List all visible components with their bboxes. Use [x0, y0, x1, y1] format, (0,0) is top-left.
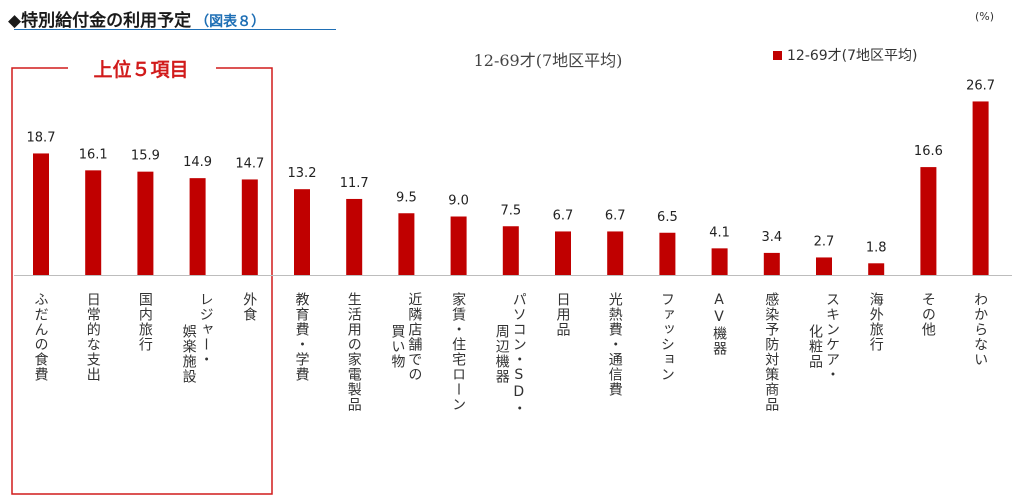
category-label: 周辺機器	[493, 324, 510, 384]
bar	[33, 153, 49, 275]
data-label: 26.7	[966, 78, 995, 93]
category-label: 光熱費・通信費	[606, 292, 623, 397]
data-label: 6.7	[605, 208, 626, 223]
bar	[85, 170, 102, 275]
data-label: 9.5	[396, 190, 417, 205]
top5-label: 上位５項目	[93, 58, 188, 81]
data-label: 6.5	[657, 210, 678, 225]
data-label: 9.0	[448, 194, 469, 209]
bar	[868, 263, 885, 275]
header-underline	[14, 29, 336, 30]
data-label: 3.4	[761, 230, 782, 245]
category-label: ふだんの食費	[32, 292, 49, 382]
data-label: 13.2	[288, 166, 317, 181]
category-label: 買い物	[389, 324, 406, 369]
bar	[816, 257, 832, 275]
bar	[502, 226, 519, 275]
bar	[241, 179, 258, 275]
category-label: ファッション	[658, 292, 675, 382]
category-label: スキンケア・	[824, 292, 840, 382]
chart-title: 12-69才(7地区平均)	[474, 51, 623, 70]
category-label: 教育費・学費	[293, 292, 310, 382]
header: ◆特別給付金の利用予定 （図表８）	[8, 6, 265, 32]
category-label: パソコン・SD・	[510, 292, 527, 416]
category-label: 日用品	[554, 292, 571, 337]
data-label: 7.5	[500, 203, 521, 218]
category-label: 国内旅行	[136, 292, 153, 352]
data-label: 1.8	[866, 240, 887, 255]
category-label: 海外旅行	[867, 292, 884, 352]
category-label: 感染予防対策商品	[763, 292, 780, 412]
bar	[711, 248, 728, 275]
data-label: 14.7	[235, 156, 264, 171]
category-label: レジャー・	[197, 292, 214, 367]
bar	[450, 216, 467, 275]
bar	[659, 232, 676, 275]
category-label: AV機器	[711, 292, 728, 356]
legend-swatch	[773, 51, 782, 60]
legend-entry: 12-69才(7地区平均)	[787, 48, 918, 64]
data-label: 15.9	[131, 149, 160, 164]
data-label: 11.7	[340, 176, 369, 191]
category-label: 家賃・住宅ローン	[450, 292, 467, 412]
category-label: わからない	[972, 292, 989, 367]
data-label: 6.7	[553, 208, 574, 223]
bar	[346, 198, 363, 275]
bar	[920, 167, 937, 275]
data-label: 16.1	[79, 147, 108, 162]
category-label: 化粧品	[807, 324, 823, 369]
bar	[137, 171, 154, 275]
category-label: 娯楽施設	[180, 324, 197, 384]
data-label: 14.9	[183, 155, 212, 170]
category-label: 生活用の家電製品	[345, 292, 362, 412]
data-label: 4.1	[709, 225, 730, 240]
unit-label: (%)	[975, 10, 995, 23]
data-label: 18.7	[27, 130, 56, 145]
bar	[763, 252, 780, 275]
top5-label-mask	[68, 56, 216, 82]
bar	[972, 101, 989, 275]
data-label: 16.6	[914, 144, 943, 159]
category-label: 日常的な支出	[84, 292, 101, 382]
bar	[189, 178, 206, 275]
category-label: その他	[919, 292, 936, 337]
category-label: 近隣店舗での	[406, 292, 423, 382]
bar	[294, 189, 310, 275]
header-title: ◆特別給付金の利用予定	[8, 11, 192, 31]
category-label: 外食	[241, 292, 258, 322]
bar	[398, 213, 415, 275]
data-label: 2.7	[814, 234, 835, 249]
bar	[555, 231, 571, 275]
bar	[607, 231, 624, 275]
figure-number-badge: （図表８）	[195, 14, 266, 30]
